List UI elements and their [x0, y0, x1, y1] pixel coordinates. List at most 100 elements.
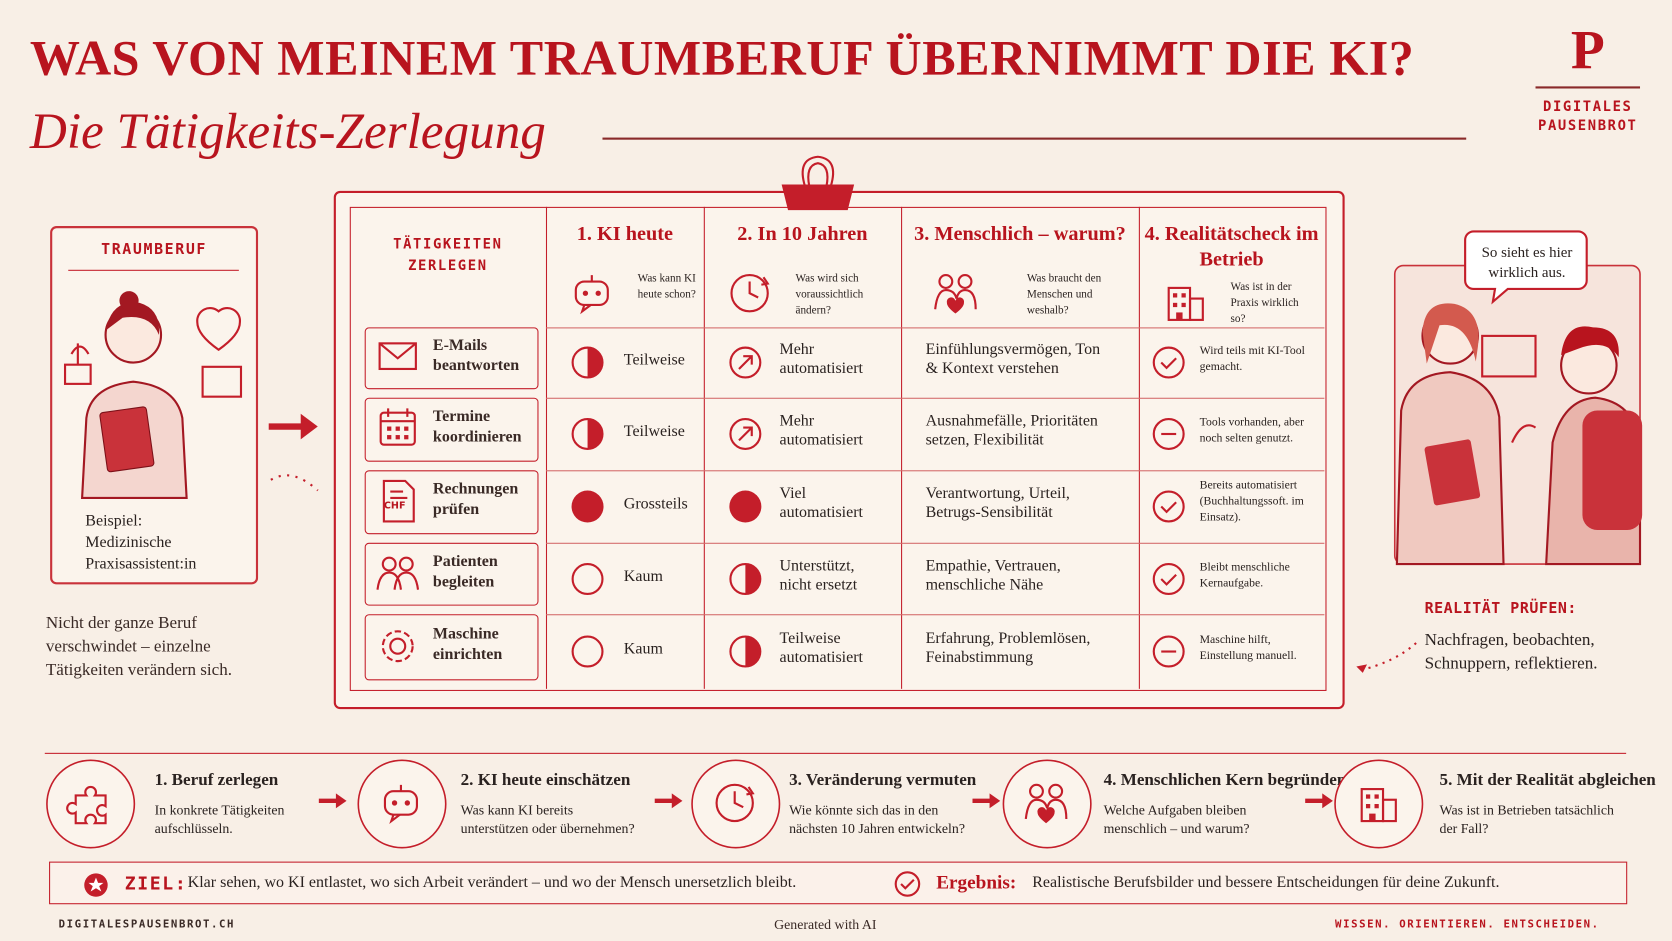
- reality-icon: [1152, 417, 1186, 451]
- goal-text: Klar sehen, wo KI entlastet, wo sich Arb…: [187, 874, 797, 892]
- human-label: Verantwortung, Urteil, Betrugs-Sensibili…: [925, 485, 1070, 522]
- nurse-illustration: [63, 291, 243, 500]
- step-circle: [355, 755, 449, 853]
- step-title: 3. Veränderung vermuten: [789, 770, 977, 790]
- ki-today-icon-svg: [571, 635, 604, 668]
- rule: [602, 137, 1467, 140]
- column-question: Was kann KI heute schon?: [637, 272, 696, 301]
- column-question: Was ist in der Praxis wirklich so?: [1230, 281, 1299, 326]
- subtitle: Die Tätigkeits-Zerlegung: [29, 103, 546, 160]
- brand-rule: [1535, 86, 1641, 89]
- footer-site: DIGITALESPAUSENBROT.CH: [58, 919, 236, 931]
- task-icon-svg: [382, 479, 415, 523]
- table-corner: TÄTIGKEITEN ZERLEGEN: [350, 235, 546, 278]
- example-line: Medizinische: [85, 534, 172, 552]
- reality-icon-svg: [1152, 346, 1185, 379]
- column-icon-svg: [1167, 286, 1204, 321]
- step-arrow-svg: [1305, 793, 1333, 809]
- row-rule: [545, 542, 1325, 544]
- step-text: In konkrete Tätigkeiten aufschlüsseln.: [154, 801, 285, 837]
- steps-rule: [44, 752, 1627, 754]
- step-arrow: [970, 791, 1004, 810]
- column-icon: [569, 271, 616, 318]
- ki-today-icon: [570, 417, 604, 451]
- step-circle: [44, 755, 138, 853]
- column-icon-svg: [730, 274, 770, 313]
- example-line: Beispiel:: [85, 512, 143, 530]
- reality-title: REALITÄT PRÜFEN:: [1424, 600, 1577, 618]
- task-icon: [375, 479, 420, 524]
- row-rule: [545, 397, 1325, 399]
- column-rule: [545, 206, 548, 689]
- task-icon-svg: [378, 342, 417, 371]
- reality-label: Bleibt menschliche Kernaufgabe.: [1199, 560, 1290, 590]
- step-title: 5. Mit der Realität abgleichen: [1439, 770, 1656, 790]
- column-question: Was wird sich voraussichtlich ändern?: [795, 272, 864, 317]
- task-icon: [375, 551, 420, 596]
- column-rule: [901, 206, 903, 689]
- step-arrow-svg: [654, 793, 683, 809]
- ki-today-icon-svg: [571, 562, 604, 595]
- footer-note: Generated with AI: [774, 915, 877, 932]
- arrow: [268, 413, 319, 492]
- summary-bar: [49, 861, 1628, 905]
- footer-motto: WISSEN. ORIENTIEREN. ENTSCHEIDEN.: [1335, 919, 1600, 931]
- human-label: Empathie, Vertrauen, menschliche Nähe: [925, 557, 1061, 594]
- task-name: Rechnungen prüfen: [432, 480, 519, 519]
- task-icon-label: CHF: [383, 501, 406, 512]
- task-icon-svg: [376, 556, 420, 590]
- in-10-years-label: Viel automatisiert: [779, 485, 863, 522]
- bubble-text: So sieht es hier wirklich aus.: [1481, 245, 1573, 282]
- in-10-years-icon-svg: [729, 635, 762, 668]
- column-icon-svg: [574, 275, 609, 315]
- reality-icon: [1152, 345, 1186, 379]
- ki-today-label: Kaum: [623, 640, 663, 658]
- title: WAS VON MEINEM TRAUMBERUF ÜBERNIMMT DIE …: [29, 30, 1415, 87]
- in-10-years-label: Teilweise automatisiert: [779, 630, 863, 667]
- reality-icon-svg: [1152, 562, 1185, 595]
- ki-today-label: Teilweise: [623, 423, 685, 441]
- reality-text: Nachfragen, beobachten, Schnuppern, refl…: [1424, 631, 1598, 673]
- task-box: [364, 327, 539, 390]
- in-10-years-icon-svg: [729, 490, 762, 523]
- column-title: 2. In 10 Jahren: [737, 222, 868, 246]
- task-icon-svg: [379, 408, 416, 446]
- dotted-arrow: [1356, 642, 1417, 673]
- step-title: 4. Menschlichen Kern begründen: [1103, 770, 1347, 790]
- reality-icon: [1152, 634, 1186, 668]
- corner-line: ZERLEGEN: [408, 258, 488, 275]
- reality-label: Wird teils mit KI-Tool gemacht.: [1199, 344, 1305, 374]
- ki-today-icon: [570, 345, 604, 379]
- step-title: 1. Beruf zerlegen: [154, 770, 279, 790]
- result-label: Ergebnis:: [936, 871, 1017, 893]
- in-10-years-icon: [728, 561, 762, 595]
- step-circle-svg: [691, 759, 781, 849]
- column-icon: [1162, 279, 1209, 326]
- step-circle: [689, 755, 783, 853]
- in-10-years-icon: [728, 634, 762, 668]
- reality-illustration: [1393, 264, 1643, 566]
- ki-today-icon: [570, 489, 604, 523]
- step-circle-svg: [357, 759, 447, 849]
- corner-line: TÄTIGKEITEN: [393, 236, 503, 253]
- human-label: Ausnahmefälle, Prioritäten setzen, Flexi…: [925, 412, 1098, 449]
- example-line: Praxisassistent:in: [85, 555, 197, 573]
- in-10-years-label: Mehr automatisiert: [779, 412, 863, 449]
- ki-today-icon-svg: [571, 346, 604, 379]
- in-10-years-icon: [728, 489, 762, 523]
- step-arrow-svg: [972, 793, 1001, 809]
- in-10-years-icon-svg: [729, 562, 762, 595]
- column-rule: [1138, 206, 1140, 689]
- goal-label: ZIEL:: [124, 873, 188, 895]
- task-name: Patienten begleiten: [432, 552, 498, 591]
- step-text: Was ist in Betrieben tatsächlich der Fal…: [1439, 801, 1614, 837]
- profile-example: Beispiel: Medizinische Praxisassistent:i…: [85, 511, 196, 575]
- profile-note: Nicht der ganze Beruf verschwindet – ein…: [45, 614, 233, 680]
- speech-bubble: [1464, 230, 1588, 305]
- column-icon: [933, 271, 980, 318]
- step-text: Was kann KI bereits unterstützen oder üb…: [460, 801, 635, 837]
- row-rule: [545, 327, 1325, 329]
- task-icon: [375, 406, 420, 451]
